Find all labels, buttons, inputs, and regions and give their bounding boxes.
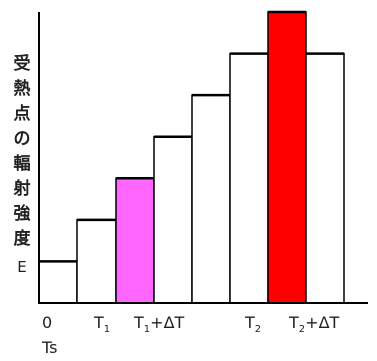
step-bar (153, 135, 193, 304)
y-axis-label-char: 受 (13, 54, 31, 74)
y-axis-unit: E (17, 258, 27, 276)
step-bar (76, 219, 117, 304)
step-bar (229, 52, 269, 304)
step-bar (267, 11, 307, 304)
y-axis-label-char: 輻 (13, 154, 31, 174)
x-tick-t2: T2 (244, 313, 261, 335)
y-axis-label: 受 熱 点 の 輻 射 強 度 E (8, 52, 36, 280)
step-bar (191, 94, 231, 304)
step-bar (38, 260, 78, 304)
bars-layer (38, 10, 345, 304)
y-axis-label-char: 熱 (13, 79, 31, 99)
step-bar (305, 52, 345, 304)
y-axis-label-char: 点 (13, 104, 31, 124)
x-tick-t1: T1 (93, 313, 110, 335)
x-secondary-label-ts: Ts (41, 338, 57, 357)
y-axis-label-char: 度 (13, 229, 31, 249)
y-axis-label-char: 射 (13, 179, 31, 199)
x-tick-t1-plus-delta: T1+ΔT (133, 313, 185, 335)
step-bar (115, 177, 155, 304)
y-axis-label-char: の (13, 129, 31, 149)
x-tick-t2-plus-delta: T2+ΔT (288, 313, 340, 335)
y-axis-label-char: 強 (13, 204, 31, 224)
x-tick-zero: 0 (42, 313, 52, 332)
